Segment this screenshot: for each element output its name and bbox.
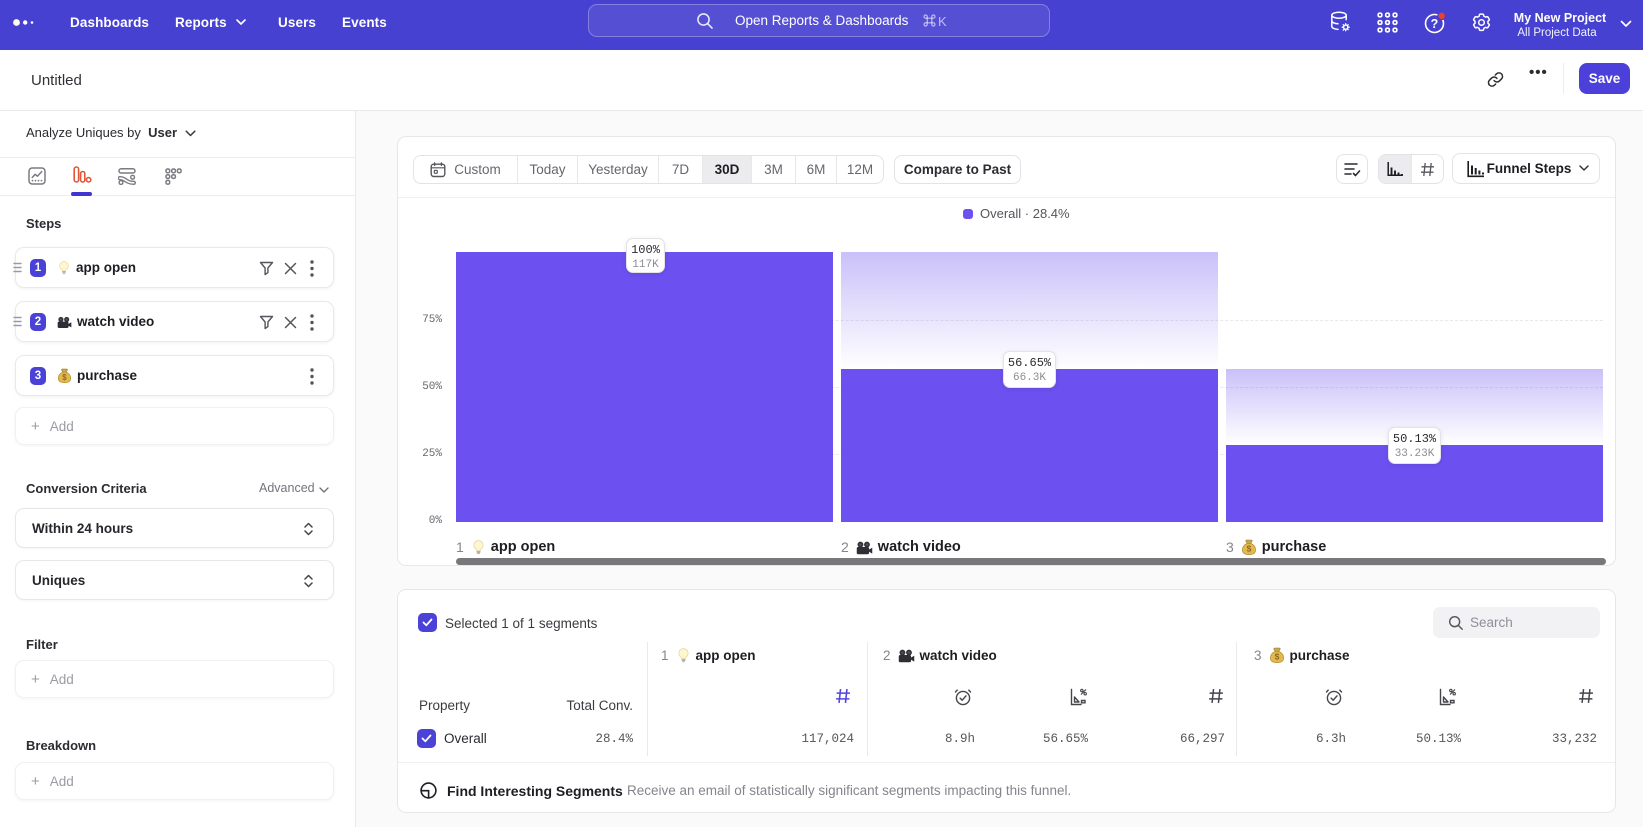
svg-text:?: ?: [1431, 17, 1439, 31]
